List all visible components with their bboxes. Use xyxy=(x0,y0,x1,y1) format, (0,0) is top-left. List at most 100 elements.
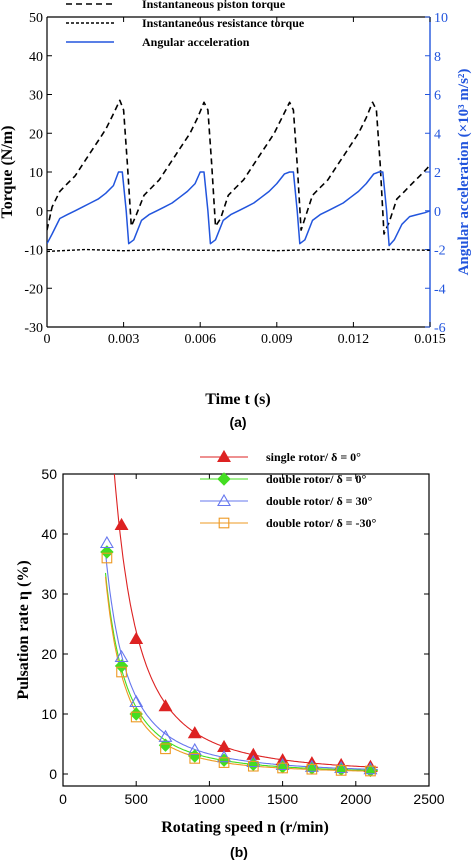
series-line-3 xyxy=(47,171,430,247)
triangle-marker xyxy=(129,694,144,708)
triangle-marker xyxy=(114,649,129,663)
y-tick-label: -10 xyxy=(24,244,43,259)
series-curve-4 xyxy=(104,576,378,772)
legend-label: double rotor/ δ = 30° xyxy=(266,494,373,508)
pulsation-chart: 0 500 1000 1500 2000 2500 0 10 20 30 40 50 single r… xyxy=(15,449,445,860)
triangle-marker xyxy=(217,449,231,463)
x-tick-label: 0 xyxy=(44,332,51,347)
square-marker xyxy=(101,552,113,564)
right-y-tick-label: 2 xyxy=(434,166,441,181)
pulsation-chart-caption: (b) xyxy=(230,844,248,860)
x-tick-label: 0.003 xyxy=(108,332,140,347)
y-tick-label: 40 xyxy=(41,526,57,542)
right-y-tick-label: 0 xyxy=(434,205,441,220)
pulsation-chart-tick-labels: 0 500 1000 1500 2000 2500 0 10 20 30 40 50 xyxy=(41,466,444,807)
y-tick-label: 20 xyxy=(29,127,43,142)
y-tick-label: 0 xyxy=(36,205,43,220)
torque-chart-right-axis-label: Angular acceleration (×10³ m/s²) xyxy=(456,69,472,276)
x-tick-label: 1500 xyxy=(267,791,298,807)
legend-label: single rotor/ δ = 0° xyxy=(266,450,361,464)
triangle-marker xyxy=(363,762,378,775)
triangle-marker xyxy=(99,535,114,549)
right-y-tick-label: 6 xyxy=(434,89,441,104)
triangle-marker xyxy=(187,742,202,756)
y-tick-label: 50 xyxy=(41,466,57,482)
torque-chart-tick-labels: 0 0.003 0.006 0.009 0.012 0.015-30-20-1001020… xyxy=(24,11,448,347)
right-y-tick-label: -4 xyxy=(434,282,446,297)
torque-chart-legend: Instantaneous piston torque Instantaneous… xyxy=(66,0,305,49)
right-y-tick-label: -6 xyxy=(434,321,446,336)
series-curve-2 xyxy=(104,572,378,772)
legend-label: double rotor/ δ = 0° xyxy=(266,472,367,486)
torque-chart-axes xyxy=(46,16,431,328)
square-marker xyxy=(247,760,259,772)
series-line-1 xyxy=(47,99,430,235)
square-marker xyxy=(218,517,230,529)
triangle-marker xyxy=(217,750,231,763)
x-tick-label: 2000 xyxy=(340,791,371,807)
right-y-tick-label: 10 xyxy=(434,11,448,26)
triangle-marker xyxy=(158,729,173,742)
square-marker xyxy=(335,765,347,776)
square-marker xyxy=(160,743,171,755)
right-y-tick-label: -2 xyxy=(434,244,446,259)
pulsation-chart-x-axis-label: Rotating speed n (r/min) xyxy=(161,819,329,836)
square-marker xyxy=(130,711,142,723)
right-y-tick-label: 8 xyxy=(434,50,441,65)
triangle-marker xyxy=(334,760,349,774)
square-marker xyxy=(365,765,376,777)
triangle-marker xyxy=(275,757,290,771)
series-curve-1 xyxy=(113,474,378,768)
plot-frame xyxy=(62,473,430,787)
diamond-marker xyxy=(100,545,114,559)
y-tick-label: 10 xyxy=(41,706,57,722)
x-tick-label: 0.009 xyxy=(261,332,293,347)
x-tick-label: 0 xyxy=(59,791,67,807)
triangle-marker xyxy=(217,493,231,507)
torque-chart-caption: (a) xyxy=(229,414,246,430)
diamond-marker xyxy=(129,707,143,721)
x-tick-label: 0.012 xyxy=(338,332,370,347)
triangle-marker xyxy=(158,699,173,712)
y-tick-label: 40 xyxy=(29,50,43,65)
y-tick-label: 30 xyxy=(41,586,57,602)
triangle-marker xyxy=(187,726,202,739)
y-tick-label: 10 xyxy=(29,166,43,181)
diamond-marker xyxy=(217,472,231,486)
x-tick-label: 0.006 xyxy=(184,332,216,347)
square-marker xyxy=(218,757,230,768)
legend-label: Instantaneous piston torque xyxy=(142,0,286,11)
x-tick-label: 0.015 xyxy=(414,332,446,347)
pulsation-chart-y-axis-label: Pulsation rate η (%) xyxy=(15,560,32,699)
x-tick-label: 1000 xyxy=(194,791,225,807)
torque-chart: 0 0.003 0.006 0.009 0.012 0.015-30-20-1001020… xyxy=(0,0,472,430)
triangle-marker xyxy=(217,739,231,753)
pulsation-chart-legend: single rotor/ δ = 0° double rotor/ δ = 0°… xyxy=(200,449,377,530)
right-y-tick-label: 4 xyxy=(434,127,441,142)
torque-chart-x-axis-label: Time t (s) xyxy=(205,391,270,408)
square-marker xyxy=(189,753,201,764)
legend-label: Instantaneous resistance torque xyxy=(142,16,305,30)
diamond-marker xyxy=(114,659,129,673)
series-curve-3 xyxy=(104,552,378,771)
triangle-marker xyxy=(129,631,144,645)
y-tick-label: 0 xyxy=(49,766,57,782)
legend-label: Angular acceleration xyxy=(142,35,250,49)
pulsation-chart-markers xyxy=(99,517,378,778)
triangle-marker xyxy=(114,517,129,531)
y-tick-label: -20 xyxy=(24,282,43,297)
square-marker xyxy=(116,666,127,678)
pulsation-chart-series xyxy=(104,474,378,772)
x-tick-label: 500 xyxy=(125,791,149,807)
series-line-2 xyxy=(47,248,430,253)
legend-label: double rotor/ δ = -30° xyxy=(266,516,377,530)
diamond-marker xyxy=(158,738,173,752)
y-tick-label: -30 xyxy=(24,321,43,336)
square-marker xyxy=(277,762,288,774)
triangle-marker xyxy=(304,759,319,772)
x-tick-label: 2500 xyxy=(413,791,444,807)
pulsation-chart-axes xyxy=(62,473,430,787)
torque-chart-series xyxy=(47,99,430,253)
torque-chart-y-axis-label: Torque (N/m) xyxy=(0,126,16,219)
